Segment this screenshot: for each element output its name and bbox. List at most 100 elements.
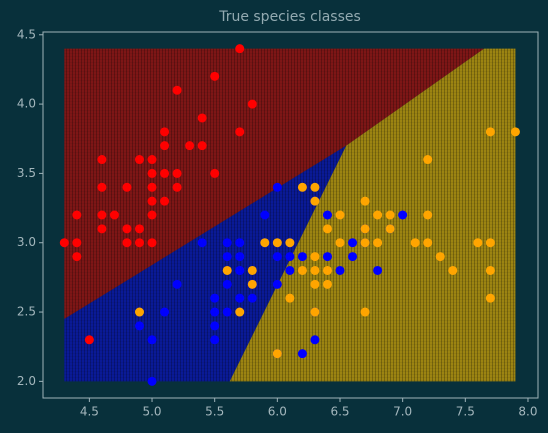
data-point [310,265,320,275]
data-point [510,127,520,137]
y-tick-label: 3.5 [17,166,36,180]
data-point [197,141,207,151]
y-tick-label: 4.0 [17,97,36,111]
x-tick-label: 6.5 [330,405,349,419]
y-tick-label: 4.5 [17,27,36,41]
x-tick-label: 5.0 [142,405,161,419]
data-point [373,210,383,220]
data-point [172,279,182,289]
data-point [310,307,320,317]
data-point [310,196,320,206]
data-point [360,224,370,234]
data-point [147,196,157,206]
data-point [122,182,132,192]
data-point [134,238,144,248]
data-point [160,141,170,151]
data-point [360,238,370,248]
data-point [373,265,383,275]
data-point [222,252,232,262]
data-point [310,335,320,345]
data-point [235,252,245,262]
data-point [260,210,270,220]
chart-title: True species classes [218,9,361,25]
data-point [147,182,157,192]
data-point [348,238,358,248]
data-point [97,182,107,192]
data-point [247,99,257,109]
x-tick-label: 7.0 [393,405,412,419]
data-point [97,155,107,165]
x-tick-label: 7.5 [456,405,475,419]
data-point [210,168,220,178]
data-point [197,238,207,248]
data-point [235,293,245,303]
axes-frame [42,31,539,399]
data-point [235,44,245,54]
data-point [222,265,232,275]
data-point [210,293,220,303]
data-point [172,182,182,192]
region-texture [64,145,347,382]
data-point [147,238,157,248]
data-point [160,196,170,206]
data-point [335,265,345,275]
data-point [134,307,144,317]
data-point [247,279,257,289]
data-point [122,224,132,234]
x-tick-label: 4.5 [80,405,99,419]
data-point [272,252,282,262]
data-point [285,293,295,303]
data-point [373,238,383,248]
y-tick-label: 2.0 [17,374,36,388]
data-point [310,279,320,289]
data-point [59,238,69,248]
data-point [147,168,157,178]
data-point [398,210,408,220]
data-point [72,252,82,262]
data-point [122,238,132,248]
data-point [260,238,270,248]
data-point [485,238,495,248]
data-point [222,307,232,317]
data-point [485,265,495,275]
data-point [272,182,282,192]
data-point [235,127,245,137]
data-point [210,321,220,331]
y-tick-label: 3.0 [17,235,36,249]
data-point [385,224,395,234]
data-point [360,307,370,317]
data-point [147,155,157,165]
x-tick-label: 5.5 [205,405,224,419]
x-tick-label: 8.0 [518,405,537,419]
data-point [423,210,433,220]
data-point [297,252,307,262]
data-point [310,252,320,262]
x-tick-label: 6.0 [268,405,287,419]
data-point [235,265,245,275]
region-texture [64,48,485,319]
data-point [285,238,295,248]
data-point [235,307,245,317]
data-point [160,168,170,178]
data-point [72,210,82,220]
data-point [473,238,483,248]
y-tick-label: 2.5 [17,305,36,319]
data-point [134,224,144,234]
data-point [322,252,332,262]
data-point [147,210,157,220]
data-point [210,307,220,317]
data-point [134,155,144,165]
data-point [147,376,157,386]
data-point [272,238,282,248]
data-point [322,265,332,275]
data-point [109,210,119,220]
data-point [272,279,282,289]
data-point [322,279,332,289]
data-point [423,238,433,248]
data-point [97,210,107,220]
data-point [134,321,144,331]
data-point [335,238,345,248]
data-point [297,182,307,192]
data-point [335,210,345,220]
data-point [235,238,245,248]
